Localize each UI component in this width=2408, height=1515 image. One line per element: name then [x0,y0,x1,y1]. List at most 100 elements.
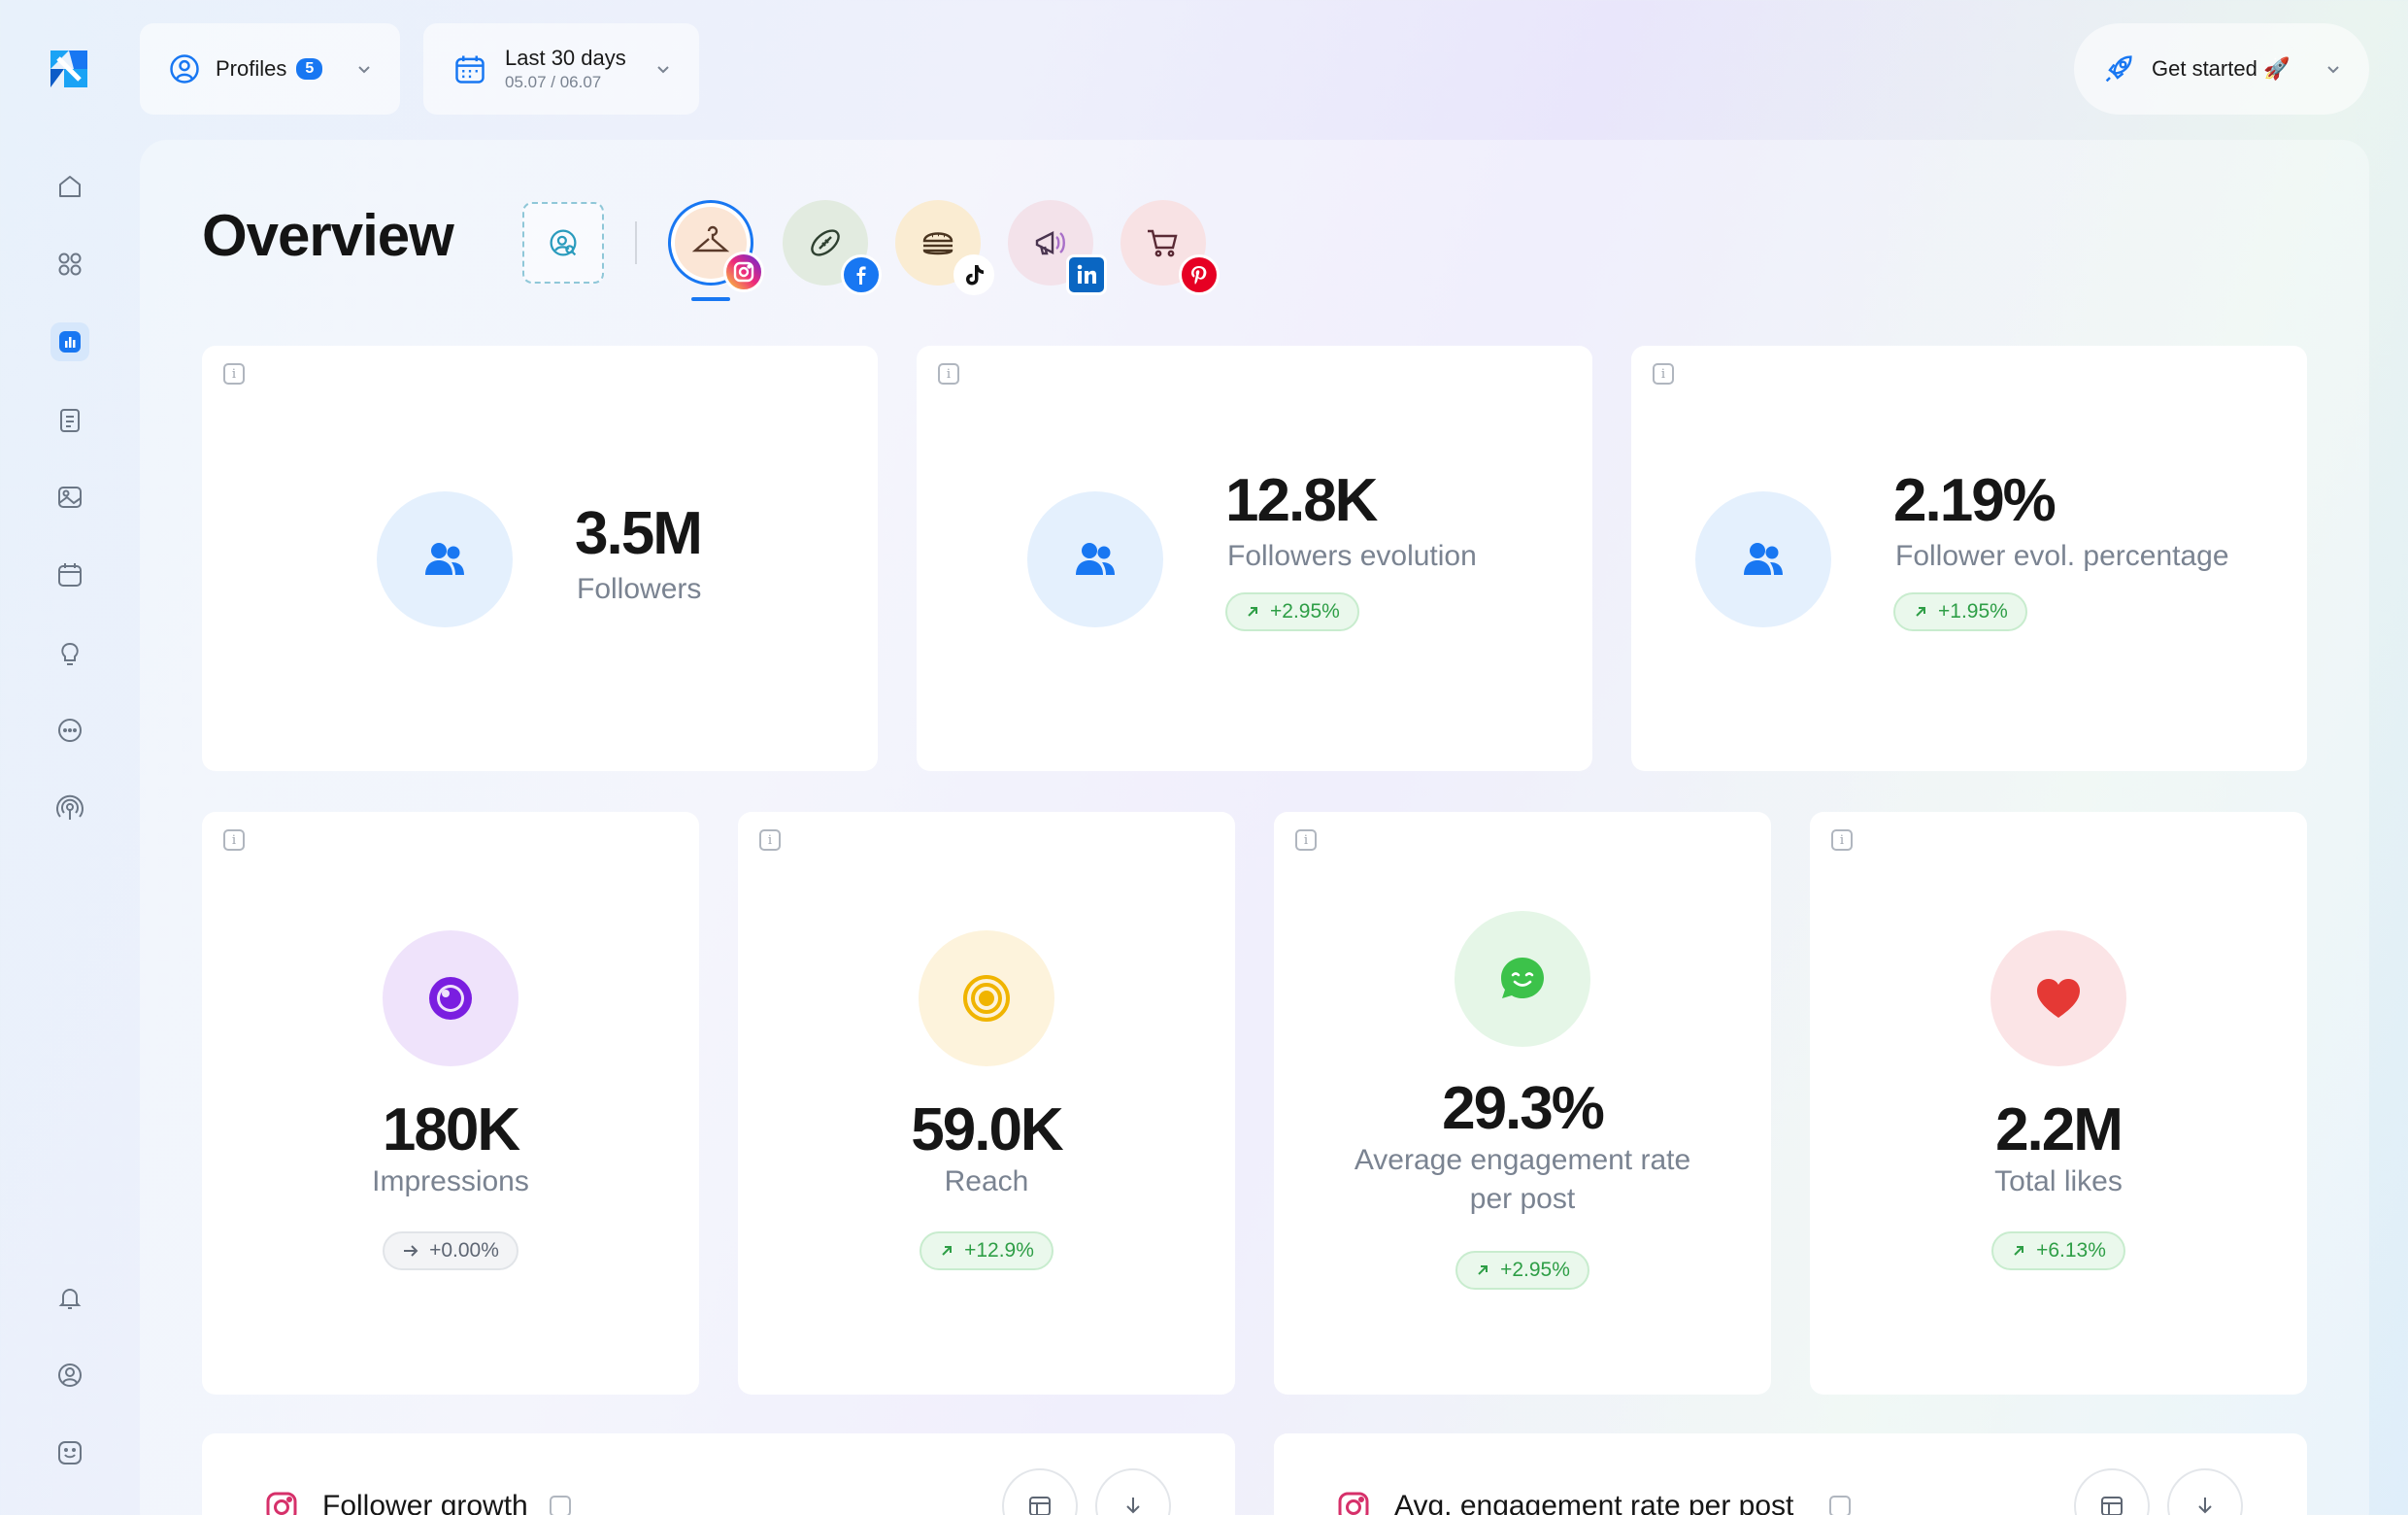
rocket-icon [2105,55,2132,83]
info-icon[interactable]: i [759,829,781,851]
follower-growth-title: Follower growth [322,1490,528,1515]
metric-card-impressions: i 180K Impressions +0.00% [202,812,699,1395]
chat-icon[interactable] [50,711,89,750]
account-football-facebook[interactable] [783,200,882,295]
change-value: +2.95% [1270,600,1340,623]
account-megaphone-linkedin[interactable] [1008,200,1107,295]
broadcast-icon[interactable] [50,789,89,827]
reach-label: Reach [944,1165,1029,1197]
table-icon [2101,1497,2123,1515]
table-view-button[interactable] [2074,1468,2150,1515]
avg-engagement-value: 29.3% [1442,1075,1605,1142]
account-selector-button[interactable] [522,202,604,284]
instagram-icon [264,1490,299,1515]
divider [635,221,637,264]
change-value: +1.95% [1938,600,2008,623]
account-cart-pinterest[interactable] [1120,200,1220,295]
info-icon[interactable]: i [223,829,245,851]
users-icon [1695,491,1831,627]
app-logo[interactable] [45,45,93,93]
metric-card-reach: i 59.0K Reach +12.9% [738,812,1235,1395]
change-badge: +0.00% [383,1231,518,1270]
follower-evol-percentage-value: 2.19% [1893,467,2057,534]
metric-card-follower-evol-percentage: i 2.19% Follower evol. percentage +1.95% [1631,346,2307,771]
reach-value: 59.0K [911,1096,1063,1163]
download-button[interactable] [2167,1468,2243,1515]
user-circle-icon[interactable] [50,1356,89,1395]
account-burger-tiktok[interactable] [895,200,994,295]
chevron-down-icon [358,66,370,74]
info-icon[interactable]: i [1831,829,1853,851]
bell-icon[interactable] [50,1278,89,1317]
info-icon[interactable]: i [1653,363,1674,385]
info-icon[interactable] [550,1496,571,1515]
change-badge: +2.95% [1455,1251,1589,1290]
home-icon[interactable] [50,167,89,206]
hanger-icon [691,225,730,252]
avg-engagement-card: Avg. engagement rate per post [1274,1433,2307,1515]
football-icon [811,229,840,256]
change-value: +0.00% [429,1239,499,1262]
facebook-icon [841,254,882,295]
change-value: +12.9% [964,1239,1034,1262]
chevron-down-icon [657,66,669,74]
heart-icon [1990,930,2126,1066]
get-started-button[interactable]: Get started 🚀 [2074,23,2369,115]
change-badge: +1.95% [1893,592,2027,631]
arrow-up-right-icon [942,1246,953,1256]
tiktok-icon [953,254,994,295]
date-range-label: Last 30 days [505,46,626,70]
followers-label: Followers [577,573,702,605]
account-fashion-instagram[interactable] [668,200,764,292]
change-value: +2.95% [1500,1259,1570,1281]
date-range-dropdown[interactable]: Last 30 days 05.07 / 06.07 [423,23,699,115]
smiley-icon[interactable] [50,1433,89,1472]
impressions-label: Impressions [372,1165,529,1197]
image-icon[interactable] [50,478,89,517]
page-title: Overview [202,203,454,268]
info-icon[interactable]: i [1295,829,1317,851]
user-circle-icon [170,54,199,84]
table-icon [1029,1497,1051,1515]
info-icon[interactable]: i [223,363,245,385]
selected-account-indicator [691,297,730,301]
avg-engagement-label-line1: Average engagement rate [1354,1144,1691,1176]
target-icon [919,930,1054,1066]
download-button[interactable] [1095,1468,1171,1515]
calendar-icon[interactable] [50,556,89,594]
pinterest-icon [1179,254,1220,295]
get-started-label: Get started 🚀 [2152,56,2291,81]
clipboard-icon[interactable] [50,400,89,439]
profiles-count-badge: 5 [296,58,323,80]
info-icon[interactable]: i [938,363,959,385]
arrow-up-right-icon [1916,607,1925,617]
change-value: +6.13% [2036,1239,2106,1262]
total-likes-value: 2.2M [1995,1096,2124,1163]
followers-evolution-value: 12.8K [1225,467,1378,534]
smile-chat-icon [1455,911,1590,1047]
apps-grid-icon[interactable] [50,245,89,284]
chevron-down-icon [2327,66,2339,74]
profiles-dropdown[interactable]: Profiles 5 [140,23,400,115]
burger-icon [922,232,953,255]
avg-engagement-title: Avg. engagement rate per post [1394,1490,1794,1515]
change-badge: +2.95% [1225,592,1359,631]
info-icon[interactable] [1829,1496,1851,1515]
arrow-up-right-icon [1478,1265,1488,1275]
calendar-icon [455,55,485,84]
arrow-right-icon [404,1245,418,1257]
shopping-cart-icon [1148,229,1178,257]
instagram-icon [723,252,764,292]
download-icon [1126,1498,1140,1514]
users-icon [377,491,513,627]
megaphone-icon [1035,231,1065,255]
impressions-value: 180K [382,1096,520,1163]
table-view-button[interactable] [1002,1468,1078,1515]
followers-value: 3.5M [575,500,703,567]
lightbulb-icon[interactable] [50,633,89,672]
follower-evol-percentage-label: Follower evol. percentage [1895,540,2229,572]
analytics-icon[interactable] [50,322,89,361]
metric-card-total-likes: i 2.2M Total likes +6.13% [1810,812,2307,1395]
avg-engagement-label-line2: per post [1469,1183,1576,1215]
follower-growth-card: Follower growth [202,1433,1235,1515]
